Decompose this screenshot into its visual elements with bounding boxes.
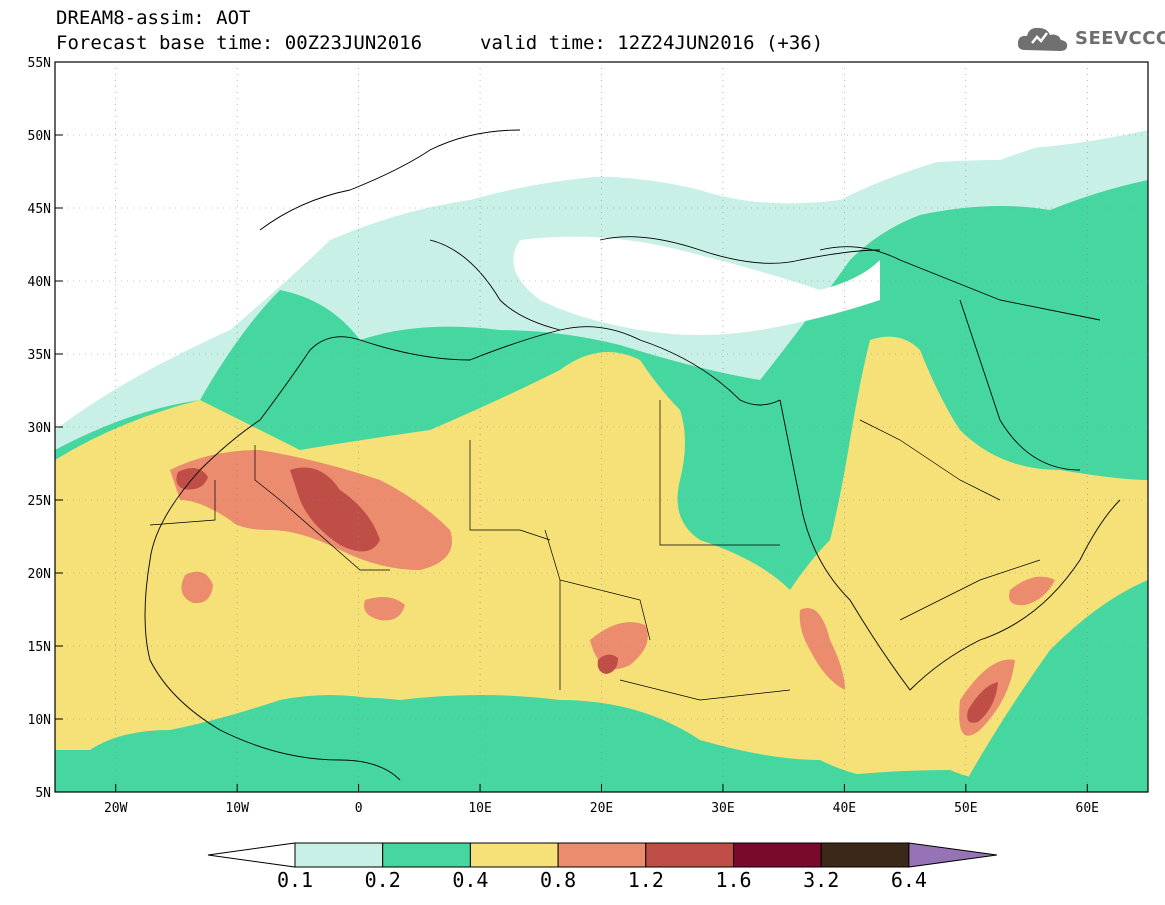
- lat-label: 20N: [28, 567, 51, 582]
- colorbar-swatch: [469, 842, 559, 868]
- colorbar-label: 6.4: [891, 868, 927, 892]
- longitude-labels: 20W 10W 0 10E 20E 30E 40E 50E 60E: [104, 784, 1099, 816]
- aot-band-12-c: [967, 682, 998, 723]
- lat-label: 30N: [28, 421, 51, 436]
- colorbar-swatch: [645, 842, 734, 868]
- lat-label: 10N: [28, 713, 51, 728]
- aot-band-02-east: [960, 580, 1148, 792]
- country-borders: [149, 400, 1041, 701]
- colorbar-label: 0.8: [540, 868, 576, 892]
- aot-band-08-a: [181, 571, 213, 604]
- colorbar-label: 0.4: [452, 868, 488, 892]
- aot-field: [55, 62, 1148, 792]
- aot-band-08-f: [1009, 576, 1055, 606]
- lat-label: 45N: [28, 202, 51, 217]
- lat-label: 35N: [28, 348, 51, 363]
- lat-label: 50N: [28, 129, 51, 144]
- map-title: DREAM8-assim: AOT: [56, 7, 251, 29]
- lon-label: 50E: [954, 801, 977, 816]
- aot-clear-med: [513, 236, 880, 335]
- cloud-icon: [1017, 27, 1068, 51]
- lon-label: 40E: [833, 801, 856, 816]
- lon-label: 20E: [590, 801, 613, 816]
- aot-band-08-b: [364, 596, 405, 621]
- colorbar-swatch: [294, 842, 384, 868]
- colorbar-swatch: [557, 842, 647, 868]
- forecast-base-time: Forecast base time: 00Z23JUN2016: [56, 32, 423, 54]
- lat-label: 25N: [28, 494, 51, 509]
- lon-label: 30E: [711, 801, 734, 816]
- aot-band-08-d: [799, 608, 845, 690]
- latitude-labels: 55N 50N 45N 40N 35N 30N 25N 20N 15N 10N 5N: [28, 56, 63, 801]
- colorbar-label: 0.1: [277, 868, 313, 892]
- lat-label: 55N: [28, 56, 51, 71]
- colorbar-arrow-high: [908, 842, 997, 868]
- aot-band-12: [290, 467, 380, 552]
- lat-label: 5N: [35, 786, 51, 801]
- lon-label: 10W: [225, 801, 249, 816]
- lat-label: 15N: [28, 640, 51, 655]
- lon-label: 10E: [468, 801, 491, 816]
- colorbar-label: 1.6: [715, 868, 751, 892]
- lon-label: 60E: [1076, 801, 1099, 816]
- lat-label: 40N: [28, 275, 51, 290]
- colorbar-arrow-low: [207, 842, 296, 868]
- valid-time: valid time: 12Z24JUN2016 (+36): [480, 32, 824, 54]
- aot-band-04: [55, 336, 1148, 792]
- aot-band-12-b: [597, 654, 618, 674]
- graticule: [55, 62, 1148, 792]
- colorbar: 0.1 0.2 0.4 0.8 1.2 1.6 3.2 6.4: [207, 842, 997, 892]
- colorbar-swatch: [382, 842, 471, 868]
- logo-text: SEEVCCC: [1075, 28, 1165, 49]
- lon-label: 0: [355, 801, 363, 816]
- aot-band-02-south: [55, 695, 960, 792]
- colorbar-label: 1.2: [628, 868, 664, 892]
- aot-clear-europe: [55, 62, 1148, 400]
- seevccc-logo: SEEVCCC: [1015, 22, 1165, 56]
- colorbar-swatch: [820, 842, 910, 868]
- colorbar-swatch: [733, 842, 822, 868]
- lon-label: 20W: [104, 801, 128, 816]
- colorbar-label: 3.2: [803, 868, 839, 892]
- colorbar-label: 0.2: [365, 868, 401, 892]
